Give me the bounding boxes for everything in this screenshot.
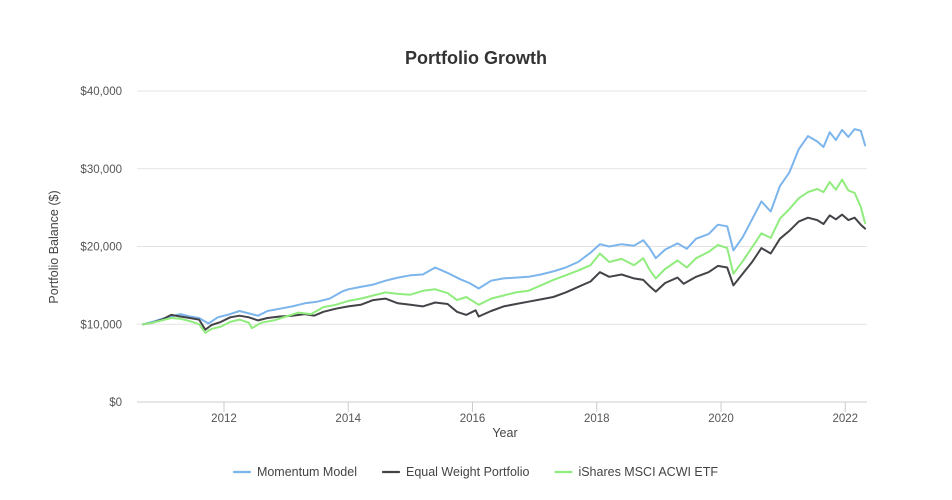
x-tick-label: 2012 [211, 413, 237, 425]
series-line-ishares-msci-acwi-etf [142, 178, 867, 334]
legend-label: Momentum Model [257, 465, 357, 479]
legend: Momentum Model Equal Weight Portfolio iSha… [232, 465, 718, 479]
y-tick-label: $40,000 [80, 86, 122, 98]
x-tick-label: 2018 [584, 413, 610, 425]
y-axis-label: Portfolio Balance ($) [47, 190, 61, 303]
legend-label: iShares MSCI ACWI ETF [578, 465, 718, 479]
legend-label: Equal Weight Portfolio [406, 465, 529, 479]
series-line-momentum-model [142, 128, 867, 326]
y-tick-label: $10,000 [80, 319, 122, 331]
x-axis: 2012 2014 2016 2018 2020 2022 [137, 401, 867, 425]
x-tick-label: 2022 [832, 413, 858, 425]
y-tick-label: $0 [109, 397, 122, 409]
y-tick-label: $30,000 [80, 164, 122, 176]
x-tick-label: 2016 [460, 413, 486, 425]
chart-title: Portfolio Growth [405, 48, 547, 68]
y-tick-label: $20,000 [80, 242, 122, 254]
legend-item-ishares-msci-acwi-etf[interactable]: iShares MSCI ACWI ETF [554, 465, 718, 479]
grid-layer [137, 90, 867, 325]
x-tick-label: 2020 [708, 413, 734, 425]
x-tick-label: 2014 [335, 413, 361, 425]
series-layer [142, 128, 867, 334]
legend-item-momentum-model[interactable]: Momentum Model [232, 465, 357, 479]
x-axis-label: Year [492, 426, 517, 440]
series-line-equal-weight-portfolio [142, 213, 867, 331]
legend-item-equal-weight-portfolio[interactable]: Equal Weight Portfolio [381, 465, 529, 479]
y-axis: $0 $10,000 $20,000 $30,000 $40,000 [80, 86, 122, 409]
